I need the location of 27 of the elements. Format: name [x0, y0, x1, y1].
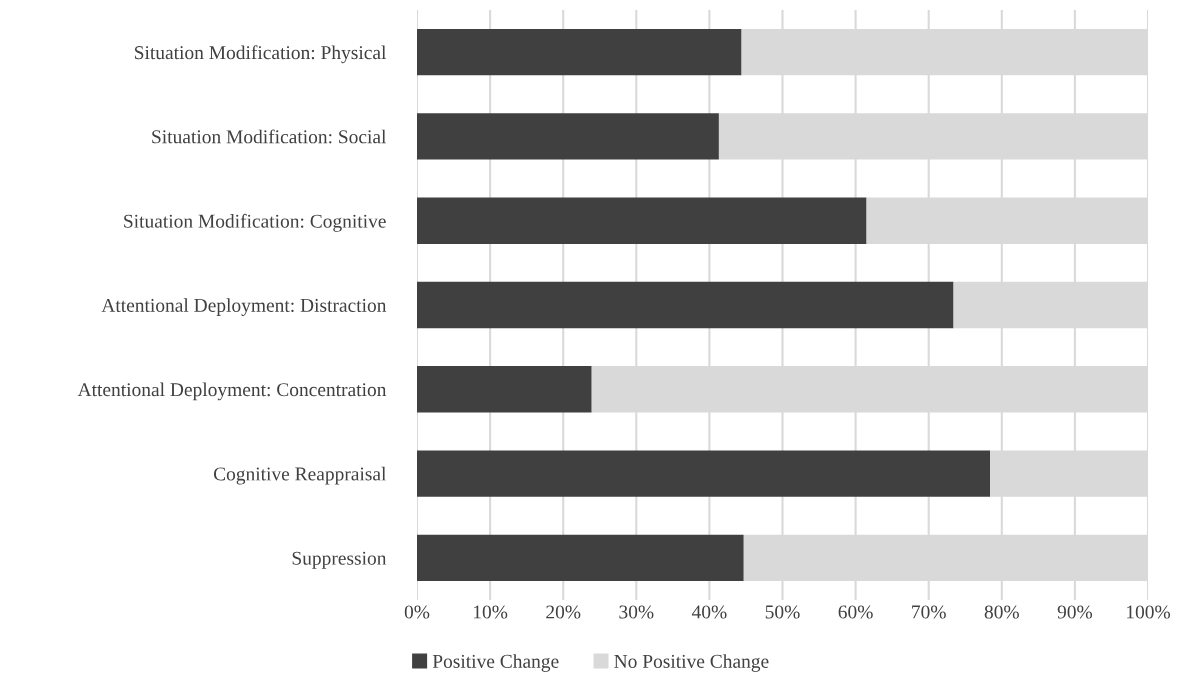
y-tick-label: Attentional Deployment: Concentration: [77, 382, 387, 401]
y-tick-label: Situation Modification: Social: [152, 129, 387, 144]
x-tick-label: 40%: [691, 605, 727, 619]
x-tick-label: 10%: [473, 605, 508, 619]
x-tick-label: 70%: [912, 605, 946, 619]
y-tick-label: Suppression: [292, 551, 387, 569]
y-tick-label: Situation Modification: Physical: [134, 45, 387, 64]
bar: [417, 113, 719, 160]
x-tick-label: 20%: [546, 605, 581, 619]
y-tick-label: Cognitive Reappraisal: [213, 466, 387, 485]
y-tick-label: Situation Modification: Cognitive: [124, 213, 386, 232]
legend-label: Positive Change: [432, 654, 559, 672]
x-tick-label: 60%: [838, 605, 873, 619]
bar: [417, 450, 991, 497]
x-tick-label: 90%: [1057, 605, 1093, 619]
bar: [417, 281, 954, 329]
x-tick-label: 0%: [404, 605, 430, 619]
x-tick-label: 50%: [765, 605, 800, 619]
legend-label: No Positive Change: [614, 654, 769, 672]
bar: [417, 534, 744, 582]
bar: [417, 28, 742, 76]
y-tick-label: Attentional Deployment: Distraction: [101, 298, 387, 316]
bar: [417, 366, 592, 413]
x-tick-label: 30%: [619, 605, 654, 619]
x-tick-label: 80%: [984, 605, 1019, 619]
bar: [417, 197, 867, 244]
x-tick-label: 100%: [1127, 605, 1171, 619]
